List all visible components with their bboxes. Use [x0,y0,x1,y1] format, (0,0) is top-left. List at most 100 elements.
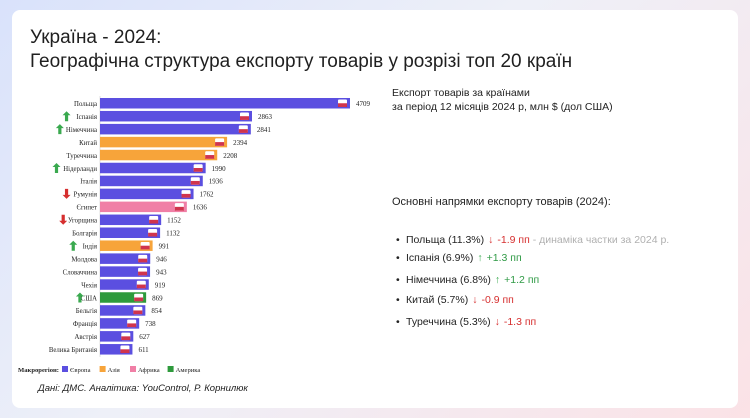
bullet-icon: • [396,274,400,286]
bar [100,162,206,174]
value-label: 854 [151,307,162,315]
bar [100,344,133,355]
turkey-flag-icon [205,151,215,159]
value-label: 869 [152,294,163,302]
category-label: Австрія [74,334,97,341]
export-bar-chart: Польща 4709 Іспанія 2863 Німеччина 2841 Китай 2… [18,96,371,374]
direction-change: +1.2 пп [504,274,540,286]
page-title: Україна - 2024: Географічна структура ек… [30,26,572,74]
title-line-2: Географічна структура експорту товарів у… [30,51,573,72]
info-line-2: за період 12 місяців 2024 р, млн $ (дол … [392,101,613,113]
belgium-flag-icon [133,306,143,315]
direction-label: Німеччина (6.8%) [406,274,491,286]
category-label: Молдова [71,256,97,263]
direction-item: • Німеччина (6.8%) ↑ +1.2 пп [396,274,539,286]
category-label: Румунія [74,192,97,199]
bar [100,98,350,109]
category-label: Угорщина [68,218,97,225]
value-label: 627 [139,333,150,341]
category-label: Індія [83,243,97,250]
poland-flag-icon [338,99,347,107]
bar [100,110,252,122]
italy-flag-icon [190,177,200,185]
category-label: США [81,295,97,302]
value-label: 1636 [193,204,208,212]
direction-change: -1.9 пп [497,234,530,246]
value-label: 611 [138,346,149,354]
india-flag-icon [140,241,150,250]
arrow-up-icon [52,163,61,173]
legend-swatch [99,366,106,372]
legend-entry: Америка [176,367,201,374]
china-flag-icon [215,138,225,146]
direction-item: • Польща (11.3%) ↓ -1.9 пп - динаміка частк… [396,234,669,246]
category-label: Нідерланди [63,166,97,173]
legend-swatch [167,366,174,372]
bullet-icon: • [396,234,400,246]
bar [100,240,153,251]
bar [100,136,228,148]
usa-flag-icon [134,293,144,302]
bar [100,201,187,213]
value-label: 919 [155,281,166,289]
bar [100,266,151,277]
arrow-up-icon [55,124,64,135]
value-label: 738 [145,320,156,328]
category-label: Німеччина [66,127,97,134]
arrow-up-icon [62,111,71,122]
romania-flag-icon [181,190,191,198]
category-label: Польща [74,101,97,108]
direction-label: Китай (5.7%) [406,294,469,306]
bullet-icon: • [396,294,400,306]
value-label: 1990 [212,165,227,173]
egypt-flag-icon [174,203,184,211]
spain-flag-icon [239,112,249,120]
value-label: 2863 [258,113,273,121]
direction-change: -0.9 пп [481,294,514,306]
value-label: 2394 [233,139,248,147]
arrow-down-icon [62,188,71,199]
directions-title: Основні напрямки експорту товарів (2024)… [392,196,611,208]
bar [100,175,203,187]
uk-flag-icon [120,345,130,354]
legend-title: Макрорегіон: [18,367,59,374]
bulgaria-flag-icon [148,229,158,237]
direction-change: -1.3 пп [503,316,537,328]
category-label: Велика Британія [49,347,97,354]
value-label: 991 [159,242,170,250]
moldova-flag-icon [138,254,148,263]
category-label: Італія [80,179,97,186]
bar [100,253,151,264]
direction-item: • Туреччина (5.3%) ↓ -1.3 пп [396,316,536,328]
netherlands-flag-icon [193,164,203,172]
arrow-up-icon: ↑ [494,274,501,286]
arrow-up-icon [75,292,84,303]
bar [100,149,218,161]
slovakia-flag-icon [138,267,148,276]
arrow-up-icon: ↑ [477,252,483,264]
legend-swatch [62,366,68,372]
value-label: 2208 [223,152,238,160]
france-flag-icon [127,319,137,328]
bar [100,305,146,316]
arrow-down-icon: ↓ [472,294,478,306]
arrow-down-icon: ↓ [488,234,494,246]
value-label: 943 [156,268,167,276]
category-label: Іспанія [76,114,97,121]
value-label: 1152 [167,217,181,225]
bar [100,123,251,135]
bar [100,227,161,238]
category-label: Бельгія [76,308,97,315]
legend-entry: Азія [108,367,120,374]
direction-label: Польща (11.3%) [406,234,485,246]
bar [100,318,140,329]
direction-item: • Китай (5.7%) ↓ -0.9 пп [396,294,514,306]
direction-item: • Іспанія (6.9%) ↑ +1.3 пп [396,252,522,264]
category-label: Чехія [81,282,97,289]
bar [100,292,147,303]
value-label: 1936 [209,178,224,186]
direction-label: Туреччина (5.3%) [406,316,491,328]
germany-flag-icon [238,125,248,133]
bar [100,214,162,226]
category-label: Франція [73,321,97,328]
